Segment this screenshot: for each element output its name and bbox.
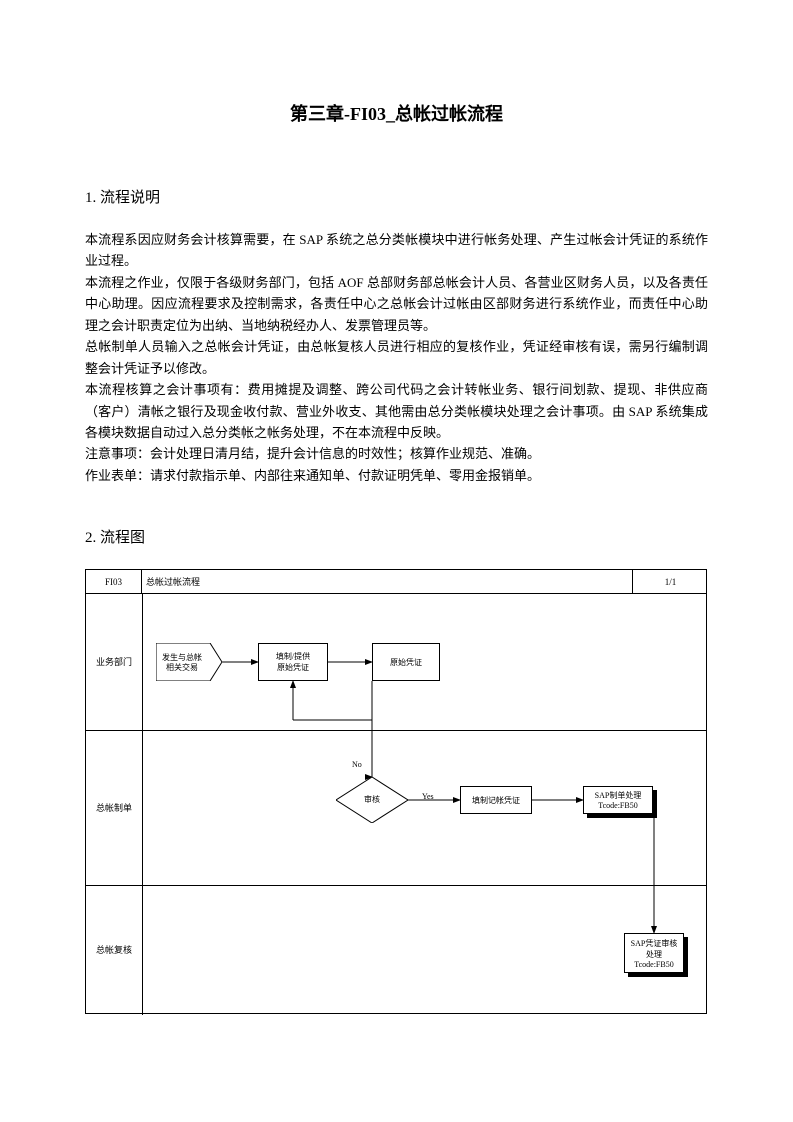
node-b2: 原始凭证 xyxy=(372,643,440,681)
node-start-t1: 发生与总帐 xyxy=(162,652,202,662)
section2-num: 2. xyxy=(85,530,96,546)
node-b1: 填制/提供 原始凭证 xyxy=(258,643,328,681)
section1: 1. 流程说明 本流程系因应财务会计核算需要，在 SAP 系统之总分类帐模块中进… xyxy=(85,186,708,486)
lane-label-3: 总帐复核 xyxy=(86,885,142,1015)
node-audit: 审核 xyxy=(336,777,408,823)
lane-sep2 xyxy=(86,885,706,886)
s1-p1: 本流程系因应财务会计核算需要，在 SAP 系统之总分类帐模块中进行帐务处理、产生… xyxy=(85,229,708,272)
section2: 2. 流程图 FI03 总帐过帐流程 1/1 业务部门 总帐制单 总帐复核 xyxy=(85,526,708,1014)
fc-title: 总帐过帐流程 xyxy=(142,570,632,594)
fc-header: FI03 总帐过帐流程 1/1 xyxy=(86,570,706,594)
s1-p5: 注意事项：会计处理日清月结，提升会计信息的时效性；核算作业规范、准确。 xyxy=(85,443,708,464)
s1-p2: 本流程之作业，仅限于各级财务部门，包括 AOF 总部财务部总帐会计人员、各营业区… xyxy=(85,272,708,336)
node-start-t2: 相关交易 xyxy=(166,662,198,672)
page-title: 第三章-FI03_总帐过帐流程 xyxy=(85,100,708,126)
s1-p4: 本流程核算之会计事项有：费用摊提及调整、跨公司代码之会计转帐业务、银行间划款、提… xyxy=(85,379,708,443)
label-no: No xyxy=(352,760,362,769)
label-yes: Yes xyxy=(422,792,434,801)
node-start: 发生与总帐 相关交易 xyxy=(156,643,222,683)
section2-heading: 流程图 xyxy=(100,530,145,546)
s1-p6: 作业表单：请求付款指示单、内部往来通知单、付款证明凭单、零用金报销单。 xyxy=(85,465,708,486)
node-b3: 填制记帐凭证 xyxy=(460,786,532,814)
section1-heading: 流程说明 xyxy=(100,190,160,206)
lane-label-2: 总帐制单 xyxy=(86,730,142,885)
fc-code: FI03 xyxy=(86,570,142,594)
node-sap1: SAP制单处理 Tcode:FB50 xyxy=(583,786,653,814)
lane-sep1 xyxy=(86,730,706,731)
lane-label-1: 业务部门 xyxy=(86,594,142,730)
section1-num: 1. xyxy=(85,190,96,206)
node-sap2: SAP凭证审核 处理 Tcode:FB50 xyxy=(624,933,684,973)
flowchart: FI03 总帐过帐流程 1/1 业务部门 总帐制单 总帐复核 发生与总帐 相关交… xyxy=(85,569,707,1014)
s1-p3: 总帐制单人员输入之总帐会计凭证，由总帐复核人员进行相应的复核作业，凭证经审核有误… xyxy=(85,336,708,379)
lane-divider xyxy=(142,594,143,1015)
fc-page: 1/1 xyxy=(632,570,708,594)
